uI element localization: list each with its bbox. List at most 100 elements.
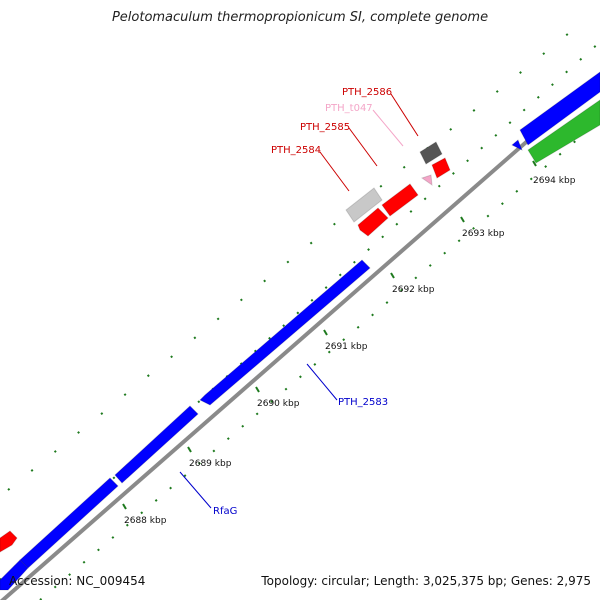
tick-dot [356,325,360,329]
label-leader-line [348,127,378,167]
label-leader-line [390,93,419,137]
tick-dot [239,362,243,366]
tick-dot [241,424,245,428]
tick-dot [494,133,498,137]
tick-label: 2694 kbp [533,176,576,186]
tick-dot [558,152,562,156]
tick-dot [309,241,313,245]
tick-dot [399,288,403,292]
gene-reverse[interactable] [431,157,451,179]
tick-dot [183,474,187,478]
tick-dot [226,437,230,441]
tick-dot [125,523,129,527]
gene-pth-t047[interactable] [420,174,433,187]
tick-dot [352,260,356,264]
tick-dot [310,298,314,302]
tick-dot [472,226,475,230]
tick-dot [286,260,290,264]
tick-dot [495,90,499,93]
tick-dot [551,83,554,87]
tick-dot [593,45,597,49]
map-title: Pelotomaculum thermopropionicum SI, comp… [111,10,489,25]
accession-text: Accession: NC_009454 [9,574,146,588]
gene-pth-2583[interactable] [199,259,371,406]
tick-dot [466,159,469,163]
gene-pseudo[interactable] [345,187,383,223]
tick-dot [449,127,453,131]
tick-dot [284,387,288,391]
tick-dot [500,202,504,206]
gene-labels: RfaG PTH_2583 PTH_2584 PTH_2585 PTH_t047 PTH_… [179,87,419,517]
tick-dot [111,536,115,539]
tick-dot [197,400,201,404]
tick-mark [122,503,127,510]
gene-rfag[interactable] [19,477,119,569]
tick-dot [381,235,385,239]
tick-dot [296,311,300,315]
tick-dot [443,251,447,255]
tick-dot [536,95,540,99]
tick-dot [565,70,568,74]
tick-dot [112,476,116,480]
gene-pth-2584[interactable] [357,207,389,237]
tick-dot [529,177,533,181]
gene-forward[interactable] [511,139,523,152]
tick-dot [299,375,302,379]
tick-dot [414,276,418,280]
tick-dot [212,449,216,453]
gene-label-pth-2586: PTH_2586 [342,87,392,98]
tick-mark [532,160,537,167]
tick-dot [253,349,257,353]
tick-dot [169,486,173,490]
tick-mark [460,216,465,223]
tick-dot [282,324,286,328]
tick-dot [544,165,548,168]
tick-dot [385,301,389,304]
gene-pth-2586[interactable] [419,141,443,165]
tick-dot [100,412,104,415]
tick-dot [327,350,331,354]
gene-features[interactable] [0,71,600,591]
tick-dot [270,400,273,403]
gene-label-pth-2584: PTH_2584 [271,145,321,156]
tick-dot [255,412,259,416]
genome-backbone [0,74,600,600]
tick-label: 2692 kbp [392,285,435,295]
tick-dot [409,210,413,213]
tick-dot [97,548,100,552]
tick-dot [437,184,441,188]
tick-dot [140,511,144,515]
gene-forward[interactable] [114,405,199,484]
tick-dot [402,165,406,169]
gene-label-pth-2585: PTH_2585 [300,122,350,133]
tick-dot [367,248,370,251]
gene-forward[interactable] [0,559,29,591]
tick-dot [379,184,383,188]
tick-dot [263,279,267,283]
tick-dot [333,222,336,226]
tick-dot [338,273,342,277]
tick-label: 2688 kbp [124,516,167,526]
gene-rrna[interactable] [527,99,600,164]
tick-dot [7,487,11,491]
gene-pth-2585[interactable] [381,183,419,217]
tick-dot [216,317,220,321]
tick-dot [30,469,34,472]
tick-mark [255,386,260,393]
tick-dot [268,336,271,340]
tick-dot [457,239,461,243]
tick-dot [508,121,512,125]
gene-forward[interactable] [519,71,600,146]
tick-dot [53,585,57,589]
tick-dot [77,431,80,434]
tick-dot [371,313,374,317]
tick-label: 2693 kbp [462,229,505,239]
gene-label-pth-2583: PTH_2583 [338,397,388,408]
gene-reverse[interactable] [0,530,18,553]
tick-dot [146,374,150,378]
tick-dot [53,450,57,453]
tick-dot [515,189,519,193]
tick-mark [390,272,395,279]
tick-label: 2690 kbp [257,399,300,409]
